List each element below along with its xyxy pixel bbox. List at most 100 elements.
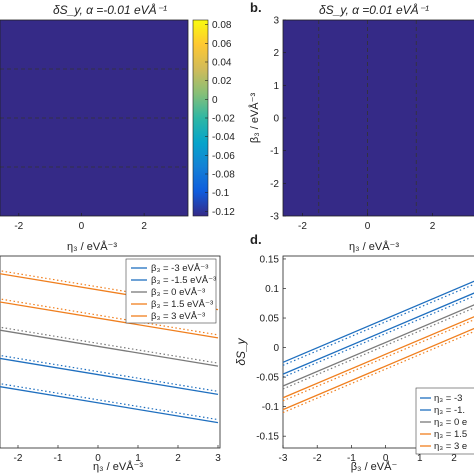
d-legend-text-2: η₃ = 0 e [434, 417, 467, 428]
d-series-dotted-4 [282, 330, 474, 414]
c-series-dotted-3 [0, 298, 219, 336]
a-xtick-label-2: 2 [141, 221, 147, 232]
cbar-tick-label-10: -0.12 [212, 207, 235, 218]
panel-b-label: b. [250, 0, 262, 15]
c-legend-text-2: β₃ = 0 eVÅ⁻³ [151, 287, 205, 298]
d-ytick-label-4: -0.05 [256, 373, 279, 384]
d-xtick-label-2: -1 [347, 453, 356, 464]
d-ytick-label-2: 0.05 [260, 314, 280, 325]
d-ytick-label-0: 0.15 [260, 254, 280, 265]
cbar-tick-label-0: 0.08 [212, 20, 232, 31]
b-ytick-label-3: 0 [273, 114, 279, 125]
cbar-tick-label-2: 0.04 [212, 58, 232, 69]
panel-d-label: d. [250, 232, 262, 247]
cbar-tick-label-1: 0.06 [212, 39, 232, 50]
d-ytick-label-1: 0.1 [265, 284, 279, 295]
c-series-dotted-1 [0, 354, 219, 392]
a-xtick-label-0: -2 [14, 221, 23, 232]
d-series-dotted-3 [282, 319, 474, 402]
panel-d-line-chart: d. 0.150.10.050-0.05-0.1-0.15 -3 -2 -1 0 1 2 … [234, 232, 474, 473]
c-series-line-2 [0, 329, 219, 367]
d-legend-text-3: η₃ = 1.5 [434, 429, 467, 440]
colorbar: 0.08 0.06 0.04 0.02 0 -0.02 -0.04 -0.06 -0.08 -0.… [192, 19, 235, 218]
panel-b-heatmap: b. δS_y, α =0.01 eVÅ⁻¹ 3 2 1 0 -1 -2 -3 -2 0 2 β… [248, 0, 474, 253]
panel-d-y-ticks: 0.15 0.1 0.05 0 -0.05 -0.1 -0.15 [256, 254, 286, 443]
c-series-dotted-0 [0, 383, 219, 421]
d-legend-text-0: η₃ = -3 [434, 393, 462, 404]
panel-a-dashed-lines [0, 68, 188, 168]
panel-b-x-ticks: -2 0 2 [298, 213, 436, 232]
d-legend-text-4: η₃ = 3 e [434, 441, 467, 452]
c-series-line-0 [0, 386, 219, 424]
panel-c-legend-box [125, 258, 217, 324]
c-series-dotted-2 [0, 326, 219, 364]
panel-c-legend-items: β₃ = -3 eVÅ⁻³ β₃ = -1.5 eVÅ⁻³ β₃ = 0 eVÅ… [131, 263, 216, 322]
panel-a-title: δS_y, α =-0.01 eVÅ⁻¹ [53, 2, 167, 17]
panel-c-series [0, 270, 219, 424]
d-xtick-label-3: 0 [383, 453, 389, 464]
panel-b-title: δS_y, α =0.01 eVÅ⁻¹ [319, 2, 429, 17]
d-xtick-label-5: 2 [451, 453, 457, 464]
c-xtick-label-3: 1 [135, 453, 141, 464]
c-xtick-label-1: -1 [54, 453, 63, 464]
panel-d-legend-box [415, 387, 474, 455]
c-xtick-label-4: 2 [175, 453, 181, 464]
d-ytick-label-5: -0.1 [262, 402, 280, 413]
panel-c-x-label: η₃ / eVÅ⁻³ [93, 460, 143, 473]
b-ytick-label-0: 3 [273, 16, 279, 27]
b-ytick-label-6: -3 [270, 212, 279, 223]
panel-a-x-ticks: -2 0 2 [14, 213, 147, 232]
b-xtick-label-0: -2 [298, 221, 307, 232]
c-legend-text-4: β₃ = 3 eVÅ⁻³ [151, 311, 205, 322]
panel-b-x-label: η₃ / eVÅ⁻³ [349, 240, 399, 253]
colorbar-ticks: 0.08 0.06 0.04 0.02 0 -0.02 -0.04 -0.06 -0.08 -0.… [205, 20, 235, 218]
panel-b-y-ticks: 3 2 1 0 -1 -2 -3 [270, 16, 286, 223]
d-xtick-label-0: -3 [279, 453, 288, 464]
c-legend-text-1: β₃ = -1.5 eVÅ⁻³ [151, 275, 216, 286]
b-xtick-label-2: 2 [430, 221, 436, 232]
d-series-dotted-2 [282, 307, 474, 390]
panel-d-y-label: δS_y [234, 337, 248, 365]
c-legend-text-3: β₃ = 1.5 eVÅ⁻³ [151, 299, 213, 310]
d-ytick-label-6: -0.15 [256, 432, 279, 443]
d-xtick-label-1: -2 [313, 453, 322, 464]
panel-d-series [282, 280, 474, 414]
panel-c-line-chart: -2 -1 0 1 2 3 η₃ / eVÅ⁻³ β₃ = -3 eVÅ⁻³ β₃ = -… [0, 255, 221, 473]
panel-a-heatmap: δS_y, α =-0.01 eVÅ⁻¹ -2 0 2 η₃ / eVÅ⁻³ [0, 2, 189, 253]
d-ytick-label-3: 0 [273, 343, 279, 354]
d-series-line-0 [282, 280, 474, 363]
cbar-tick-label-4: 0 [212, 95, 218, 106]
panel-d-legend-items: η₃ = -3 η₃ = -1. η₃ = 0 e η₃ = 1.5 η₃ = … [420, 393, 467, 452]
cbar-tick-label-8: -0.08 [212, 170, 235, 181]
c-xtick-label-2: 0 [95, 453, 101, 464]
cbar-tick-label-5: -0.02 [212, 114, 235, 125]
panel-c-legend: β₃ = -3 eVÅ⁻³ β₃ = -1.5 eVÅ⁻³ β₃ = 0 eVÅ… [125, 258, 217, 324]
cbar-tick-label-7: -0.06 [212, 151, 235, 162]
b-ytick-label-5: -2 [270, 179, 279, 190]
panel-a-x-label: η₃ / eVÅ⁻³ [67, 240, 117, 253]
d-series-line-3 [282, 316, 474, 399]
d-legend-text-1: η₃ = -1. [434, 405, 465, 416]
panel-d-x-label: β₃ / eVÅ⁻ [351, 460, 398, 473]
b-ytick-label-4: -1 [270, 146, 279, 157]
c-series-line-3 [0, 301, 219, 339]
panel-a-frame [0, 19, 189, 217]
c-series-line-1 [0, 357, 219, 395]
panel-b-y-label: β₃ / eVÅ⁻³ [248, 93, 261, 144]
c-xtick-label-0: -2 [14, 453, 23, 464]
c-legend-text-0: β₃ = -3 eVÅ⁻³ [151, 263, 208, 274]
d-series-dotted-1 [282, 295, 474, 378]
d-xtick-label-4: 1 [417, 453, 423, 464]
cbar-tick-label-6: -0.04 [212, 132, 235, 143]
cbar-tick-label-9: -0.1 [212, 188, 230, 199]
d-series-dotted-0 [282, 283, 474, 366]
b-ytick-label-1: 2 [273, 48, 279, 59]
b-ytick-label-2: 1 [273, 81, 279, 92]
a-xtick-label-1: 0 [79, 221, 85, 232]
panel-c-x-ticks: -2 -1 0 1 2 3 [14, 445, 221, 464]
d-series-line-1 [282, 292, 474, 375]
d-series-line-2 [282, 304, 474, 387]
c-xtick-label-5: 3 [215, 453, 221, 464]
cbar-tick-label-3: 0.02 [212, 76, 232, 87]
